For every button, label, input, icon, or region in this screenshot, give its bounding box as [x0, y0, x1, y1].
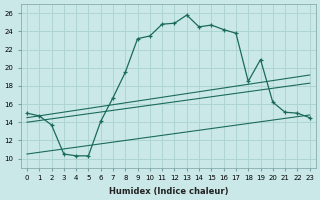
X-axis label: Humidex (Indice chaleur): Humidex (Indice chaleur) — [108, 187, 228, 196]
